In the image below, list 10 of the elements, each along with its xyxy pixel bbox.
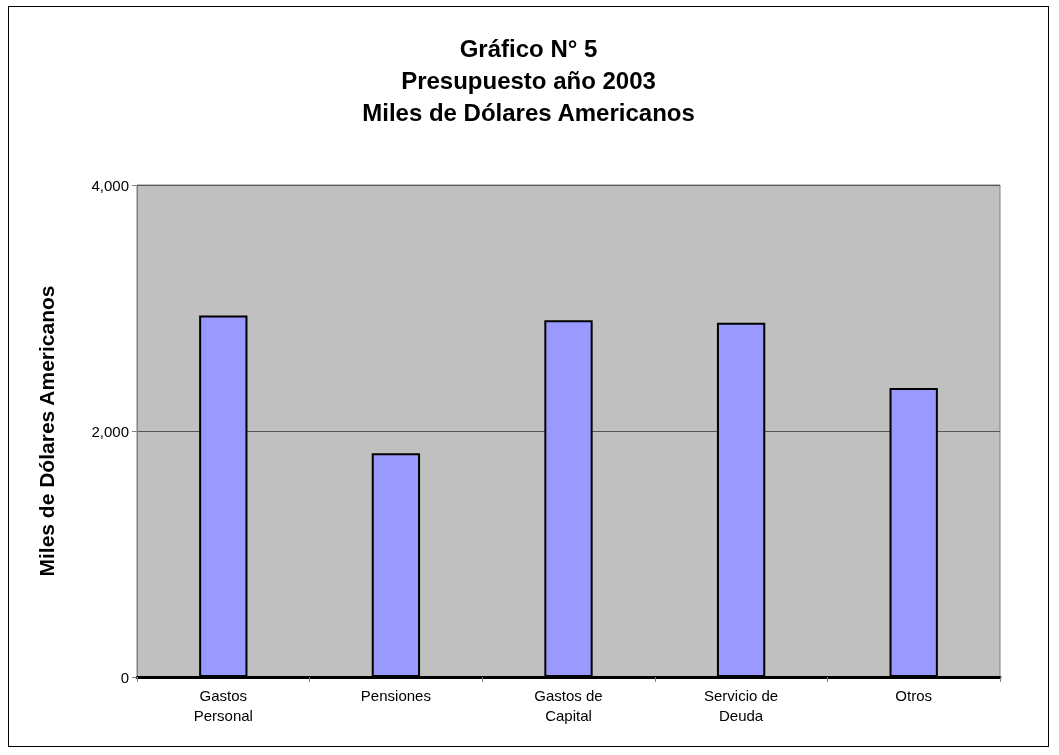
x-tick-label: Gastos de Capital bbox=[534, 686, 603, 724]
y-tick-label: 2,000 bbox=[91, 422, 129, 440]
x-tick-label: Servicio de Deuda bbox=[704, 686, 779, 724]
y-axis-title: Miles de Dólares Americanos bbox=[35, 285, 58, 577]
x-tick-label: Gastos Personal bbox=[193, 686, 253, 724]
x-tick-label: Otros bbox=[895, 686, 933, 704]
y-tick-label: 0 bbox=[120, 668, 129, 686]
x-tick-label: Pensiones bbox=[360, 686, 431, 704]
y-tick-label: 4,000 bbox=[91, 176, 129, 194]
chart-title: Gráfico N° 5 Presupuesto año 2003 Miles de Dólares Americanos bbox=[362, 34, 695, 126]
